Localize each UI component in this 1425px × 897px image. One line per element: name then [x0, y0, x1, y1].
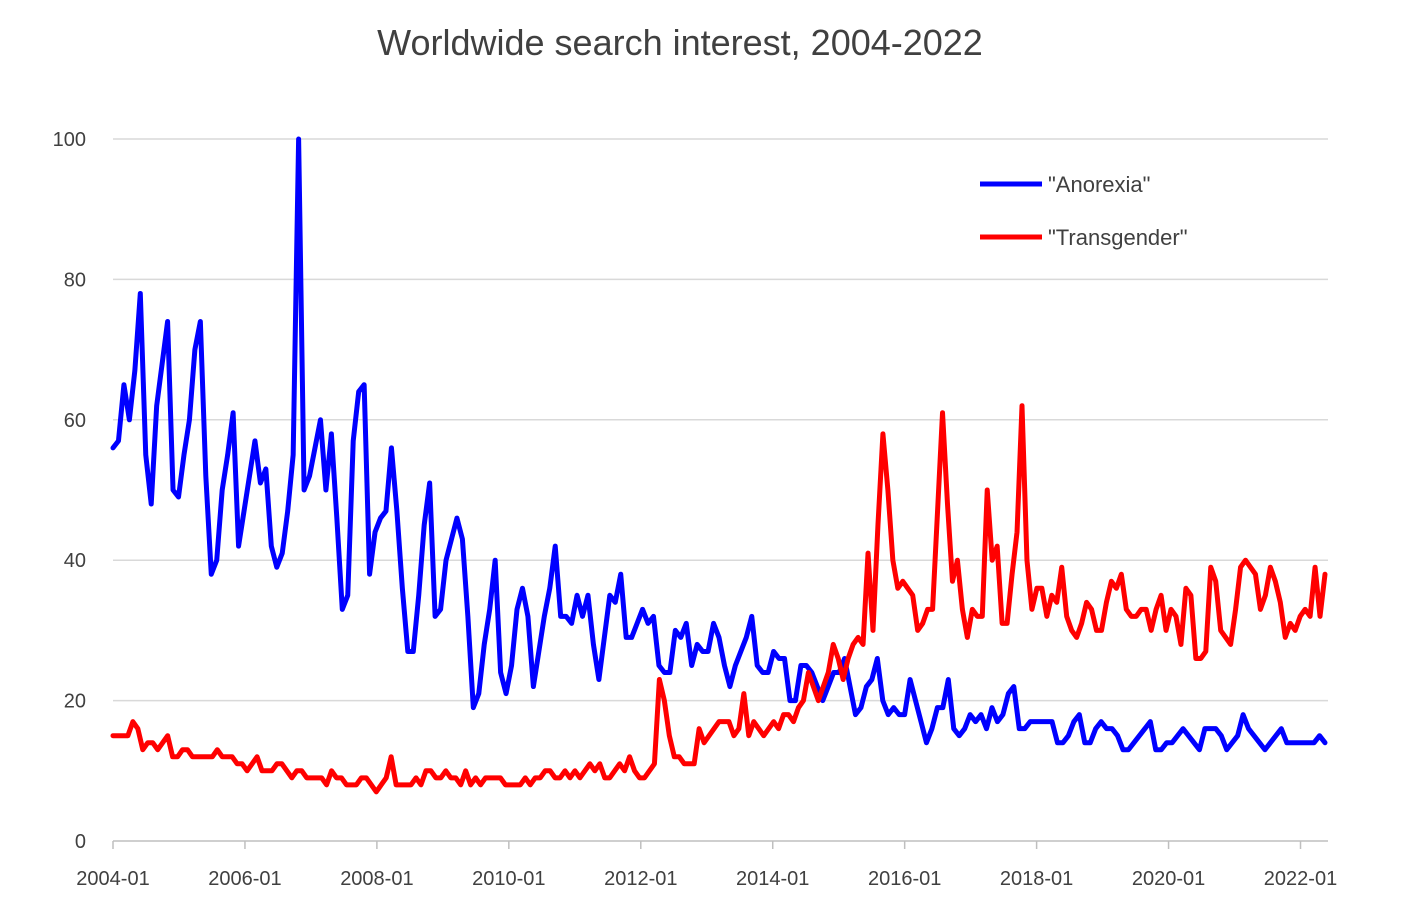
y-tick-label: 20	[64, 691, 86, 713]
x-tick-label: 2008-01	[340, 868, 413, 890]
legend-label: "Anorexia"	[1048, 172, 1150, 197]
series-lines	[110, 136, 1328, 795]
series-line-1	[110, 403, 1328, 795]
x-tick-label: 2018-01	[1000, 868, 1073, 890]
x-tick-label: 2004-01	[76, 868, 149, 890]
x-tick-label: 2006-01	[208, 868, 281, 890]
x-tick-label: 2016-01	[868, 868, 941, 890]
legend: "Anorexia" "Transgender"	[980, 172, 1188, 250]
y-tick-label: 40	[64, 550, 86, 572]
legend-label: "Transgender"	[1048, 225, 1188, 250]
y-tick-label: 100	[53, 129, 86, 151]
y-tick-label: 0	[75, 831, 86, 853]
x-tick-label: 2012-01	[604, 868, 677, 890]
x-tick-label: 2010-01	[472, 868, 545, 890]
x-tick-label: 2022-01	[1264, 868, 1337, 890]
chart-title: Worldwide search interest, 2004-2022	[377, 22, 983, 63]
x-tick-label: 2014-01	[736, 868, 809, 890]
x-tick-label: 2020-01	[1132, 868, 1205, 890]
series-line-0	[110, 136, 1328, 753]
y-tick-label: 80	[64, 269, 86, 291]
y-tick-label: 60	[64, 410, 86, 432]
gridlines	[113, 138, 1328, 702]
axes: 0 20 40 60 80 100 2004-01 2006-01 2008-01 2010-01…	[53, 129, 1338, 890]
